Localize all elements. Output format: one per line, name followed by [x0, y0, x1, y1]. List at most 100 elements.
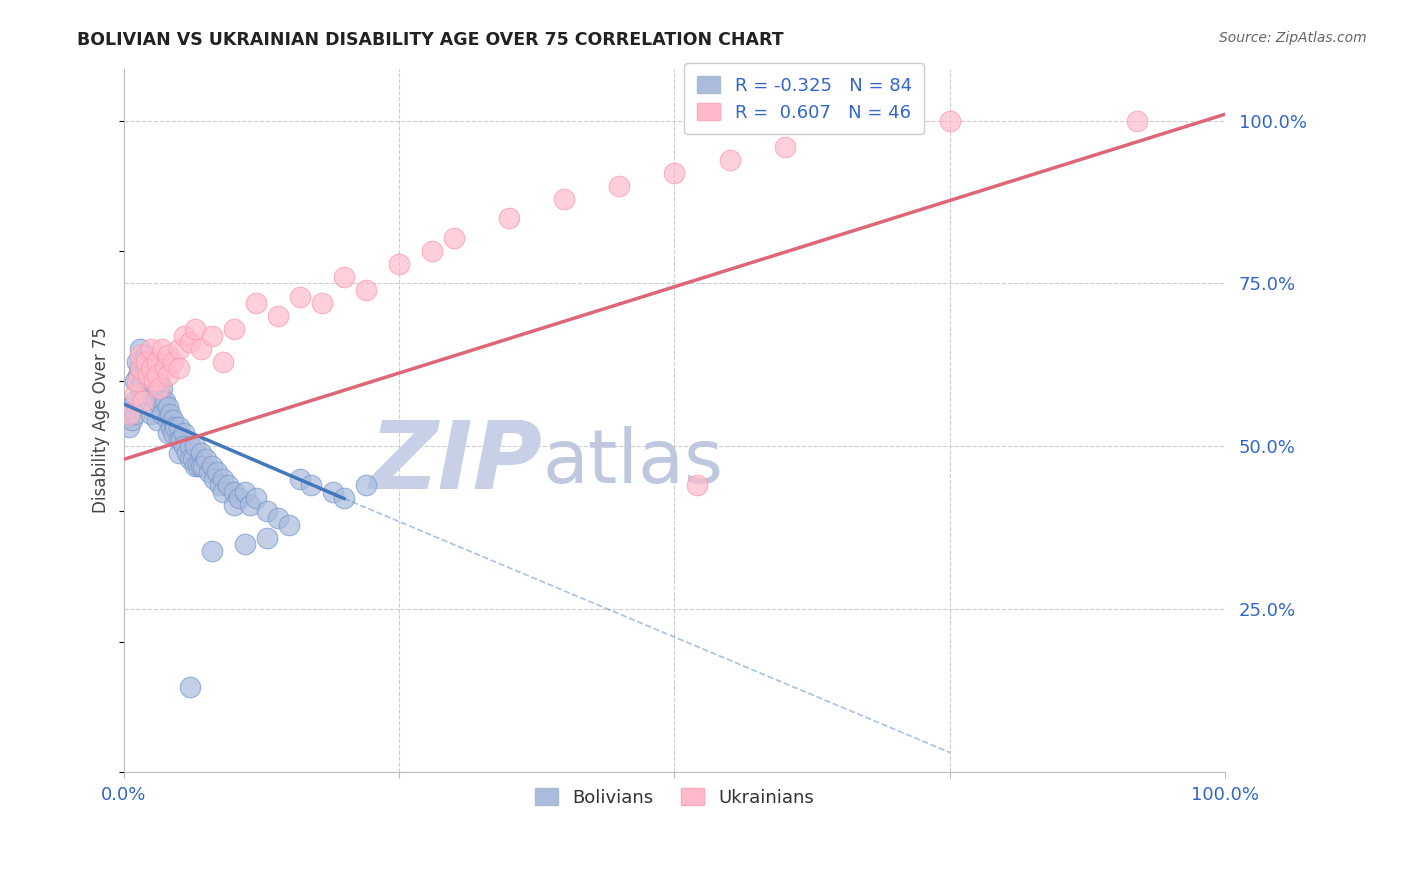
- Point: [201, 543, 224, 558]
- Text: Source: ZipAtlas.com: Source: ZipAtlas.com: [1219, 31, 1367, 45]
- Point: [129, 381, 152, 395]
- Point: [609, 178, 631, 193]
- Point: [124, 393, 146, 408]
- Point: [190, 458, 212, 473]
- Point: [184, 322, 207, 336]
- Point: [245, 491, 267, 506]
- Point: [498, 211, 520, 226]
- Point: [222, 485, 245, 500]
- Point: [222, 498, 245, 512]
- Point: [118, 407, 141, 421]
- Point: [160, 419, 183, 434]
- Point: [179, 335, 201, 350]
- Point: [187, 458, 209, 473]
- Point: [277, 517, 299, 532]
- Point: [181, 452, 204, 467]
- Point: [145, 393, 167, 408]
- Point: [135, 361, 157, 376]
- Point: [136, 368, 159, 382]
- Point: [443, 231, 465, 245]
- Point: [129, 361, 152, 376]
- Point: [217, 478, 239, 492]
- Point: [162, 426, 184, 441]
- Point: [149, 387, 172, 401]
- Point: [354, 283, 377, 297]
- Point: [120, 401, 142, 415]
- Point: [1126, 113, 1149, 128]
- Point: [148, 374, 170, 388]
- Point: [354, 478, 377, 492]
- Point: [139, 361, 162, 376]
- Point: [145, 354, 167, 368]
- Point: [162, 354, 184, 368]
- Point: [245, 296, 267, 310]
- Point: [179, 681, 201, 695]
- Point: [135, 354, 157, 368]
- Point: [299, 478, 322, 492]
- Point: [685, 478, 707, 492]
- Text: atlas: atlas: [543, 426, 723, 499]
- Point: [145, 368, 167, 382]
- Point: [129, 348, 152, 362]
- Point: [143, 381, 166, 395]
- Point: [129, 361, 152, 376]
- Point: [132, 374, 155, 388]
- Point: [205, 466, 228, 480]
- Point: [135, 348, 157, 362]
- Point: [165, 419, 187, 434]
- Point: [939, 113, 962, 128]
- Point: [184, 439, 207, 453]
- Point: [139, 387, 162, 401]
- Text: ZIP: ZIP: [370, 417, 543, 508]
- Point: [156, 368, 179, 382]
- Point: [139, 354, 162, 368]
- Point: [718, 153, 741, 167]
- Point: [173, 439, 195, 453]
- Point: [664, 166, 686, 180]
- Point: [198, 466, 221, 480]
- Point: [121, 413, 143, 427]
- Point: [162, 413, 184, 427]
- Point: [190, 446, 212, 460]
- Point: [256, 531, 278, 545]
- Point: [150, 342, 173, 356]
- Point: [173, 426, 195, 441]
- Point: [173, 328, 195, 343]
- Point: [167, 433, 190, 447]
- Point: [553, 192, 575, 206]
- Point: [201, 328, 224, 343]
- Point: [135, 387, 157, 401]
- Point: [139, 374, 162, 388]
- Point: [118, 419, 141, 434]
- Point: [190, 342, 212, 356]
- Point: [167, 361, 190, 376]
- Point: [209, 478, 232, 492]
- Point: [145, 381, 167, 395]
- Point: [388, 257, 411, 271]
- Point: [136, 368, 159, 382]
- Point: [167, 342, 190, 356]
- Point: [233, 485, 256, 500]
- Point: [156, 348, 179, 362]
- Point: [145, 368, 167, 382]
- Point: [150, 393, 173, 408]
- Point: [202, 472, 225, 486]
- Point: [228, 491, 250, 506]
- Point: [167, 446, 190, 460]
- Point: [333, 270, 356, 285]
- Y-axis label: Disability Age Over 75: Disability Age Over 75: [93, 327, 110, 513]
- Point: [201, 458, 224, 473]
- Point: [124, 407, 146, 421]
- Point: [222, 322, 245, 336]
- Point: [195, 452, 218, 467]
- Point: [184, 458, 207, 473]
- Point: [124, 374, 146, 388]
- Point: [143, 374, 166, 388]
- Point: [129, 342, 152, 356]
- Point: [156, 413, 179, 427]
- Point: [322, 485, 344, 500]
- Point: [333, 491, 356, 506]
- Point: [124, 387, 146, 401]
- Point: [170, 433, 193, 447]
- Point: [143, 361, 166, 376]
